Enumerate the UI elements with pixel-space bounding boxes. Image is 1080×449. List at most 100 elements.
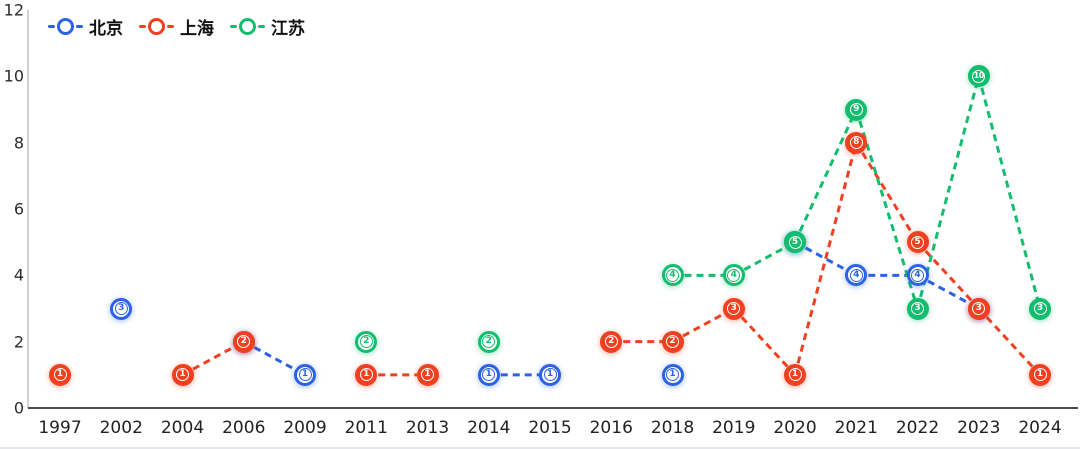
data-point-value: 1 — [359, 368, 373, 382]
series-segment-上海 — [732, 307, 797, 376]
x-tick-label-2024: 2024 — [1018, 418, 1062, 438]
data-point-江苏-2022[interactable]: 3 — [906, 297, 929, 320]
data-point-上海-2011[interactable]: 1 — [355, 363, 378, 386]
data-point-value: 3 — [1033, 302, 1047, 315]
x-tick-label-1997: 1997 — [38, 418, 82, 438]
legend-label: 上海 — [180, 19, 214, 39]
data-point-value: 3 — [727, 302, 741, 315]
series-segment-上海 — [977, 307, 1042, 376]
x-tick-label-2002: 2002 — [99, 418, 143, 438]
data-point-上海-2018[interactable]: 2 — [661, 330, 684, 353]
chart-legend: 北京 上海 江苏 — [48, 14, 305, 39]
legend-label: 江苏 — [271, 19, 305, 39]
data-point-江苏-2018[interactable]: 4 — [661, 264, 684, 287]
data-point-北京-2014[interactable]: 1 — [477, 363, 500, 386]
data-point-江苏-2020[interactable]: 5 — [784, 231, 806, 254]
x-tick-label-2006: 2006 — [222, 418, 266, 438]
data-point-value: 9 — [849, 103, 863, 116]
legend-item-1[interactable]: 上海 — [139, 14, 214, 39]
x-tick-label-2004: 2004 — [160, 418, 205, 438]
data-point-江苏-2014[interactable]: 2 — [477, 330, 500, 353]
x-tick-label-2020: 2020 — [773, 418, 817, 438]
data-point-北京-2002[interactable]: 3 — [110, 297, 133, 320]
y-tick-label: 4 — [13, 265, 24, 285]
y-tick-label: 12 — [3, 0, 24, 20]
data-point-江苏-2023[interactable]: 10 — [967, 65, 990, 88]
data-point-value: 2 — [482, 335, 496, 349]
data-point-value: 4 — [911, 268, 924, 282]
x-tick-label-2022: 2022 — [895, 418, 940, 438]
data-point-value: 8 — [849, 136, 863, 150]
legend-marker-icon — [48, 18, 83, 35]
series-segment-上海 — [793, 142, 858, 376]
data-point-上海-2022[interactable]: 5 — [906, 231, 929, 254]
data-point-北京-2015[interactable]: 1 — [539, 363, 561, 386]
data-point-江苏-2019[interactable]: 4 — [722, 264, 745, 287]
legend-item-0[interactable]: 北京 — [48, 14, 123, 39]
series-segment-上海 — [916, 241, 980, 310]
data-point-上海-2016[interactable]: 2 — [600, 330, 623, 353]
legend-marker-icon — [230, 18, 265, 35]
data-point-value: 1 — [788, 368, 802, 382]
data-point-上海-2023[interactable]: 3 — [967, 297, 990, 320]
data-point-江苏-2021[interactable]: 9 — [845, 98, 868, 121]
x-tick-label-2019: 2019 — [712, 418, 756, 438]
x-tick-label-2018: 2018 — [650, 418, 695, 438]
data-point-上海-2013[interactable]: 1 — [416, 363, 439, 386]
x-tick-label-2015: 2015 — [528, 418, 572, 438]
data-point-value: 1 — [53, 368, 67, 382]
data-point-value: 2 — [359, 335, 373, 349]
data-point-value: 1 — [421, 368, 434, 382]
y-tick-label: 6 — [13, 199, 24, 219]
data-point-value: 1 — [666, 368, 679, 382]
data-point-上海-2024[interactable]: 1 — [1029, 363, 1051, 386]
data-point-北京-2022[interactable]: 4 — [906, 264, 929, 287]
y-tick-label: 10 — [3, 66, 24, 86]
data-point-江苏-2011[interactable]: 2 — [355, 330, 378, 353]
data-point-value: 2 — [604, 335, 618, 349]
data-point-value: 1 — [1033, 368, 1047, 382]
x-tick-label-2011: 2011 — [344, 418, 388, 438]
data-point-value: 1 — [298, 368, 312, 382]
data-point-上海-2021[interactable]: 8 — [845, 131, 868, 154]
data-point-北京-2018[interactable]: 1 — [661, 363, 684, 386]
data-point-value: 3 — [972, 302, 986, 315]
data-point-value: 10 — [972, 69, 986, 83]
data-point-上海-1997[interactable]: 1 — [49, 363, 71, 386]
data-point-value: 4 — [666, 268, 679, 282]
data-point-value: 1 — [482, 368, 496, 382]
data-point-上海-2004[interactable]: 1 — [171, 363, 194, 386]
y-tick-label: 2 — [13, 332, 24, 352]
data-point-value: 3 — [911, 302, 924, 315]
data-point-江苏-2024[interactable]: 3 — [1029, 297, 1051, 320]
data-point-value: 3 — [114, 302, 128, 315]
data-point-value: 5 — [788, 235, 802, 249]
data-point-value: 5 — [911, 235, 924, 249]
series-segment-江苏 — [977, 75, 1042, 309]
data-point-上海-2019[interactable]: 3 — [722, 297, 745, 320]
series-segment-上海 — [854, 141, 919, 243]
data-point-value: 2 — [666, 335, 679, 349]
x-tick-label-2016: 2016 — [589, 418, 633, 438]
data-point-上海-2020[interactable]: 1 — [784, 363, 806, 386]
legend-marker-icon — [139, 18, 174, 35]
x-tick-label-2023: 2023 — [957, 418, 1001, 438]
data-point-上海-2006[interactable]: 2 — [232, 330, 255, 353]
series-segment-江苏 — [793, 108, 858, 243]
data-point-value: 4 — [727, 268, 741, 282]
y-tick-label: 0 — [13, 398, 24, 418]
legend-label: 北京 — [89, 19, 123, 39]
data-point-value: 1 — [176, 368, 189, 382]
x-tick-label-2021: 2021 — [834, 418, 878, 438]
data-point-北京-2021[interactable]: 4 — [845, 264, 868, 287]
y-tick-label: 8 — [13, 133, 24, 153]
x-tick-label-2014: 2014 — [467, 418, 511, 438]
data-point-value: 1 — [543, 368, 557, 382]
x-tick-label-2013: 2013 — [405, 418, 450, 438]
data-point-value: 4 — [849, 268, 863, 282]
legend-item-2[interactable]: 江苏 — [230, 14, 305, 39]
data-point-value: 2 — [237, 335, 251, 349]
data-point-北京-2009[interactable]: 1 — [294, 363, 316, 386]
